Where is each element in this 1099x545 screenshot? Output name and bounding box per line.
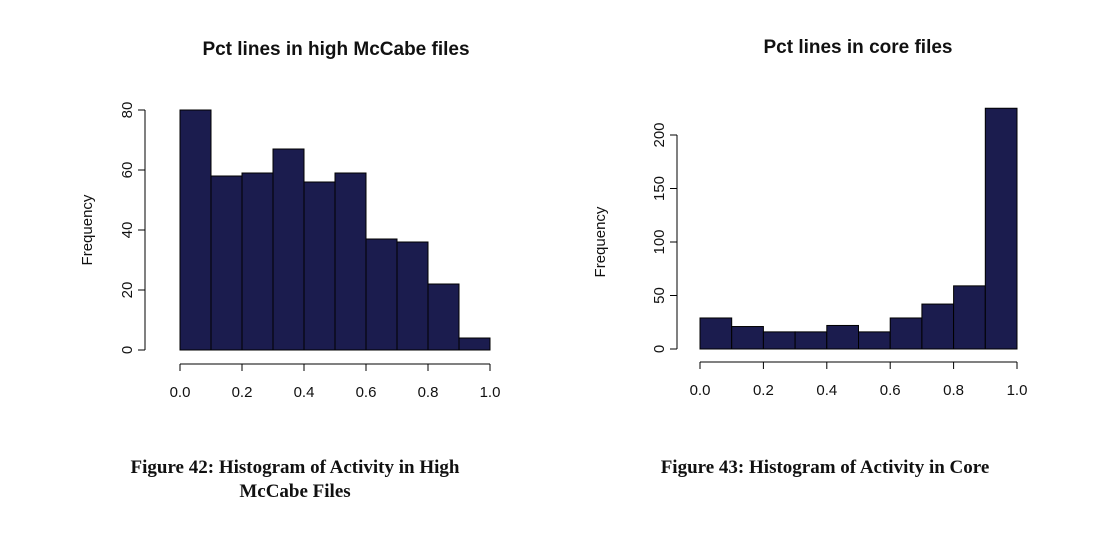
y-tick-label: 150 — [651, 176, 668, 201]
x-tick-label: 1.0 — [1007, 382, 1028, 399]
histogram-bar — [858, 331, 891, 350]
x-tick-label: 0.2 — [753, 382, 774, 399]
histogram-bar — [241, 172, 274, 351]
x-tick-label: 0.0 — [170, 384, 191, 401]
y-tick-label: 100 — [651, 229, 668, 254]
y-tick-label: 80 — [119, 102, 136, 119]
histogram-panel-high-mccabe: Pct lines in high McCabe files Frequency 0… — [60, 39, 530, 504]
histogram-bar — [921, 303, 955, 350]
histogram-bar — [984, 107, 1018, 350]
histogram-bar — [272, 148, 305, 351]
y-tick-label: 0 — [119, 346, 136, 354]
histogram-bar — [826, 324, 859, 350]
histogram-bar — [762, 331, 796, 350]
figure-caption-43: Figure 43: Histogram of Activity in Core — [590, 456, 1060, 480]
histogram-bar — [458, 337, 491, 351]
y-tick-label: 0 — [651, 345, 668, 353]
histogram-bar — [303, 181, 336, 351]
y-tick-label: 40 — [119, 222, 136, 239]
x-tick-label: 1.0 — [480, 384, 501, 401]
chart-title: Pct lines in high McCabe files — [202, 39, 469, 60]
figure-caption-42: Figure 42: Histogram of Activity in High… — [60, 456, 530, 504]
histogram-panel-core: Pct lines in core files Frequency 0.0 0.2 0.… — [550, 0, 1099, 545]
y-axis-label: Frequency — [79, 194, 96, 265]
histogram-bar — [365, 238, 398, 351]
histogram-bar — [334, 172, 367, 351]
histogram-bar — [427, 283, 460, 351]
y-tick-label: 20 — [119, 282, 136, 299]
x-tick-label: 0.6 — [880, 382, 901, 399]
x-tick-label: 0.4 — [294, 384, 315, 401]
y-axis-label: Frequency — [592, 206, 609, 277]
histogram-bar — [953, 285, 986, 350]
histogram-bar — [699, 317, 733, 350]
histogram-bar — [794, 331, 828, 350]
figure-caption-42-line2: McCabe Files — [239, 481, 351, 502]
x-tick-label: 0.0 — [690, 382, 711, 399]
figure-caption-43-line1: Figure 43: Histogram of Activity in Core — [660, 457, 990, 478]
y-tick-label: 60 — [119, 162, 136, 179]
histogram-core-chart: Pct lines in core files Frequency 0.0 0.2 0.… — [592, 37, 1028, 399]
histogram-bar — [889, 317, 923, 350]
y-tick-label: 200 — [651, 122, 668, 147]
histogram-bar — [210, 175, 243, 351]
histogram-bar — [179, 109, 212, 351]
x-tick-label: 0.8 — [418, 384, 439, 401]
x-tick-label: 0.2 — [232, 384, 253, 401]
x-tick-label: 0.6 — [356, 384, 377, 401]
histogram-bar — [396, 241, 429, 351]
figure-caption-42-line1: Figure 42: Histogram of Activity in High — [130, 457, 460, 478]
y-tick-label: 50 — [651, 287, 668, 304]
x-tick-label: 0.8 — [943, 382, 964, 399]
x-tick-label: 0.4 — [816, 382, 837, 399]
histogram-bar — [731, 326, 764, 350]
histogram-high-mccabe-chart: Pct lines in high McCabe files Frequency 0… — [79, 39, 501, 401]
chart-title: Pct lines in core files — [763, 37, 952, 58]
